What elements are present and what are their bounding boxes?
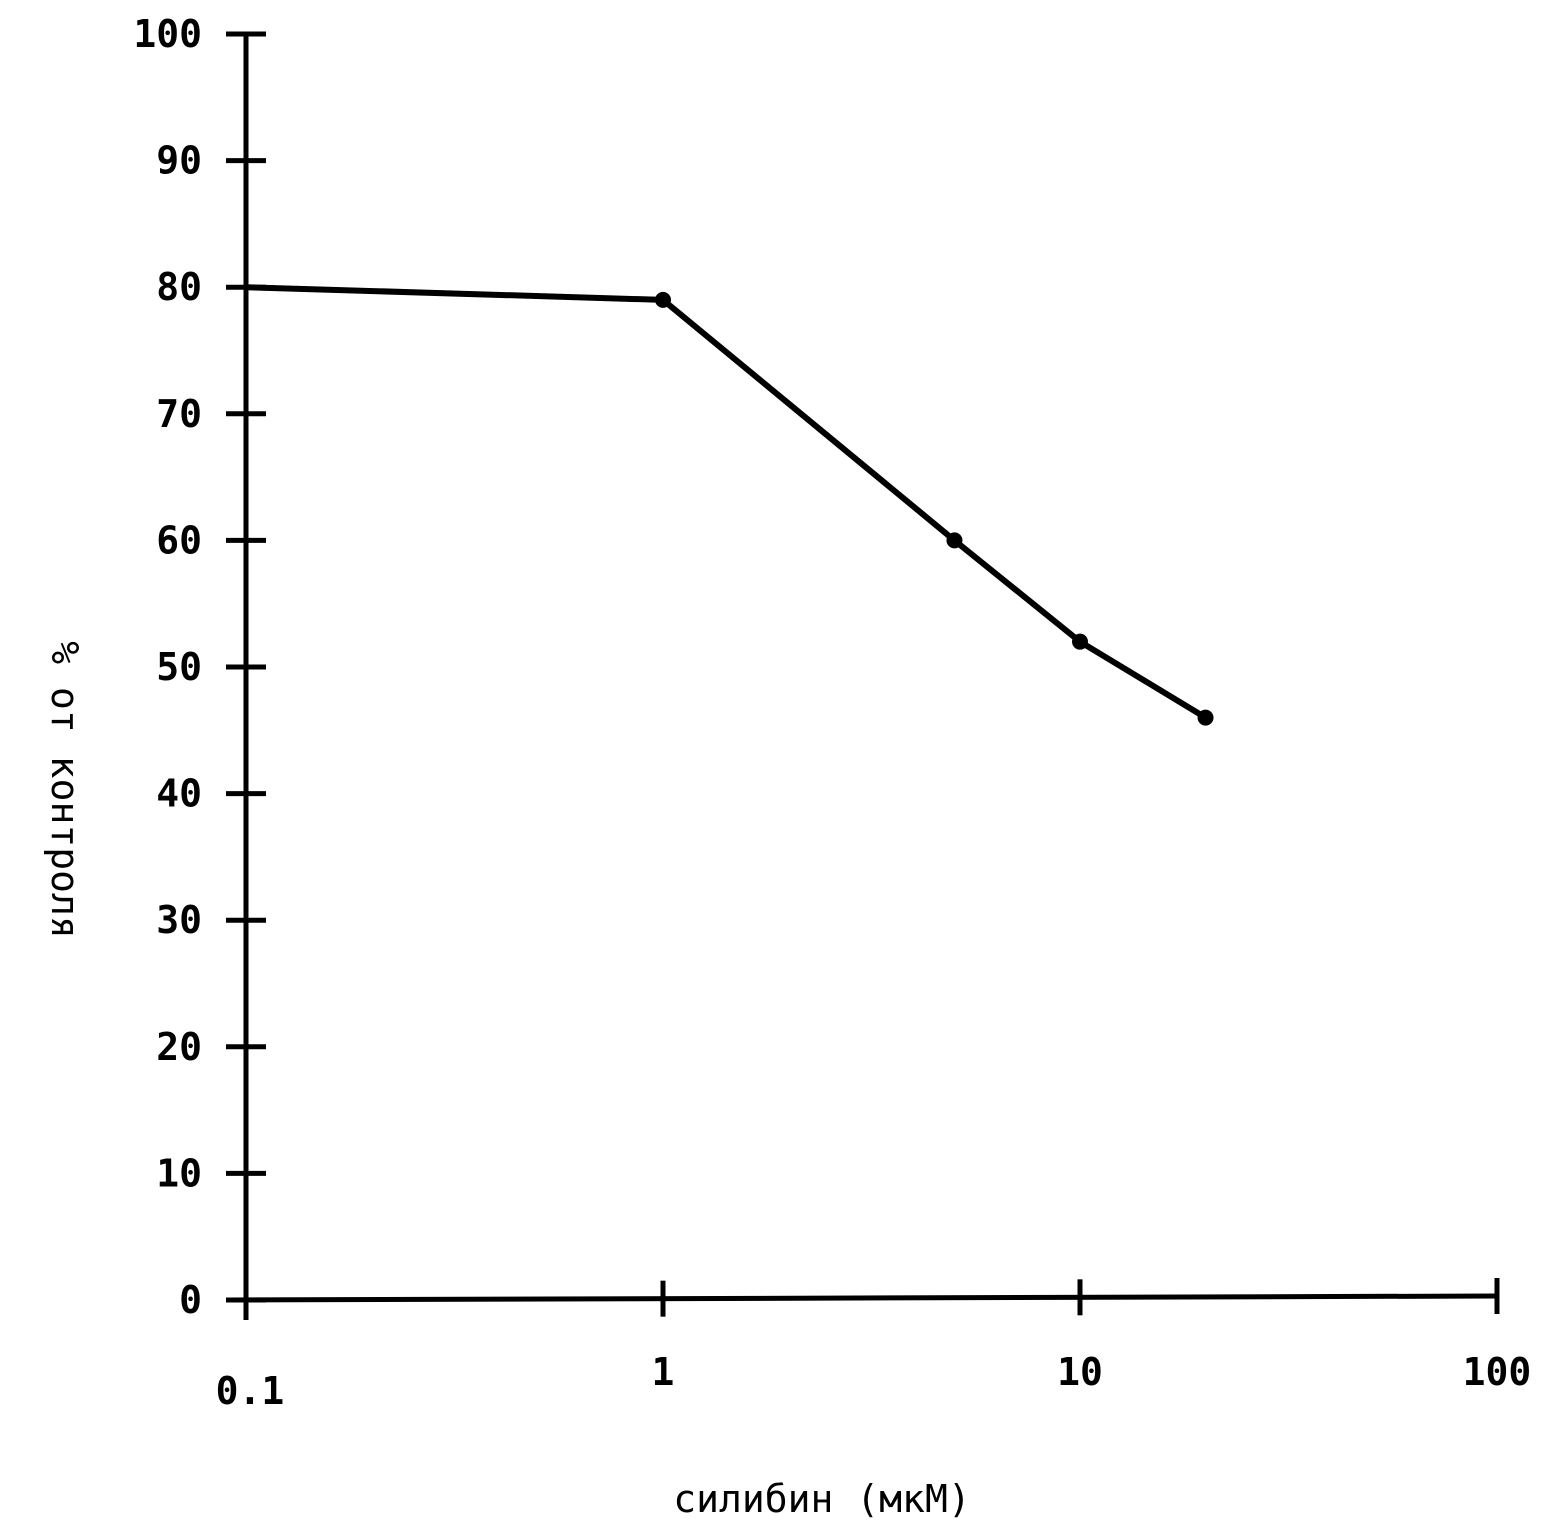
data-point bbox=[655, 291, 671, 308]
y-tick-label: 60 bbox=[156, 518, 202, 562]
y-axis-title: % от контроля bbox=[43, 641, 87, 938]
data-point bbox=[946, 532, 963, 549]
y-tick-label: 90 bbox=[156, 139, 202, 183]
axes bbox=[227, 34, 1498, 1320]
y-tick-label: 80 bbox=[156, 265, 202, 309]
y-tick-label: 30 bbox=[156, 898, 202, 942]
series-group bbox=[245, 284, 1214, 726]
y-tick-label: 10 bbox=[156, 1151, 202, 1195]
y-tick-label: 70 bbox=[156, 392, 202, 436]
y-tick-label: 50 bbox=[156, 645, 202, 689]
data-point bbox=[1072, 633, 1088, 650]
x-axis-ticks: 0.1 1 10 100 bbox=[216, 1278, 1532, 1413]
x-tick-label: 1 bbox=[652, 1350, 675, 1394]
y-tick-label: 40 bbox=[156, 772, 202, 816]
y-tick-label: 20 bbox=[156, 1025, 202, 1069]
y-tick-label: 100 bbox=[133, 12, 202, 56]
data-point bbox=[1197, 709, 1214, 726]
y-tick-label: 0 bbox=[179, 1278, 202, 1322]
series-line bbox=[245, 284, 1208, 721]
x-tick-label: 0.1 bbox=[216, 1369, 285, 1413]
x-axis-title: силибин (мкМ) bbox=[673, 1477, 970, 1521]
y-axis-ticks: 0 10 20 30 40 50 60 70 80 90 100 bbox=[133, 12, 266, 1322]
x-tick-label: 100 bbox=[1463, 1350, 1532, 1394]
x-axis-line bbox=[227, 1293, 1498, 1303]
x-tick-label: 10 bbox=[1057, 1350, 1103, 1394]
